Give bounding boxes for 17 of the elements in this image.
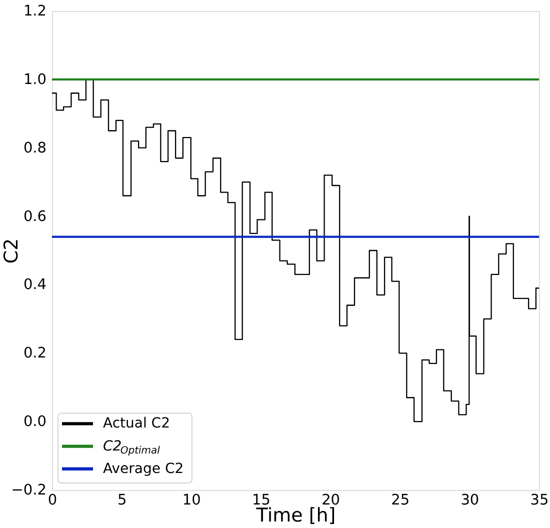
y-tick-label: 1.2: [23, 4, 46, 20]
x-tick-label: 30: [460, 492, 480, 508]
y-axis-title: C2: [0, 238, 22, 264]
x-tick-label: 35: [530, 492, 549, 508]
y-tick-label: 0.6: [23, 208, 46, 225]
x-tick-label: 10: [182, 492, 201, 508]
y-tick-label: 1.0: [23, 72, 46, 88]
legend-label: Actual C2: [103, 416, 170, 432]
y-tick-label: 0.0: [23, 414, 46, 430]
x-tick-label: 0: [48, 492, 58, 508]
x-tick-label: 25: [391, 492, 410, 508]
y-tick-label: 0.8: [23, 140, 46, 156]
y-tick-label: 0.4: [23, 277, 46, 294]
y-tick-label: −0.2: [11, 482, 46, 498]
x-tick-label: 5: [117, 492, 127, 508]
y-tick-label: 0.2: [23, 346, 46, 362]
legend-label: Average C2: [103, 460, 184, 477]
